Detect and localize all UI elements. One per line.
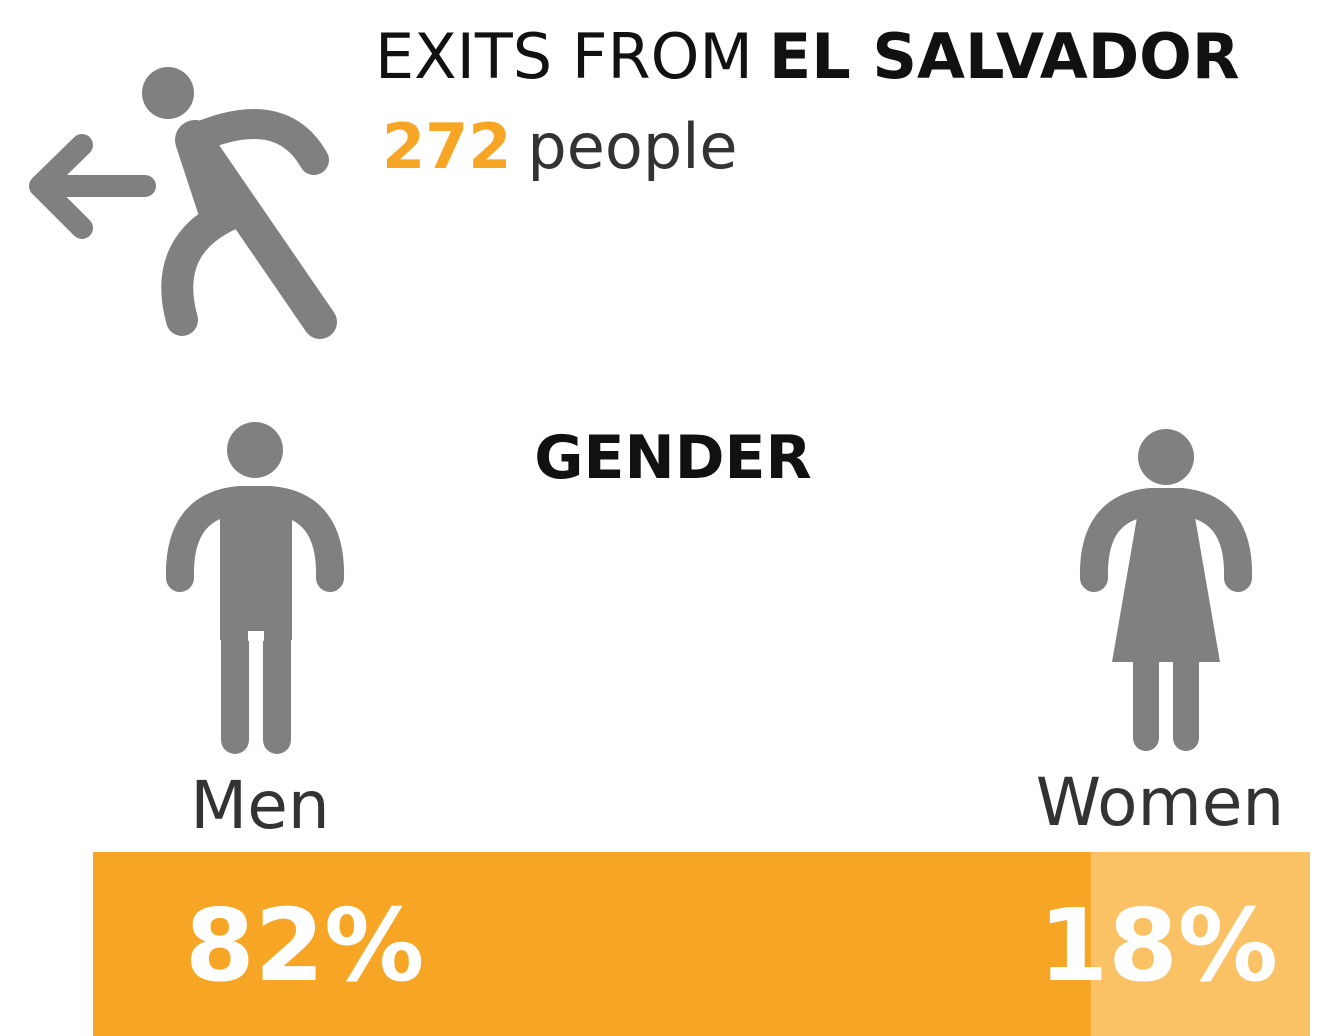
category-label: Women [1036,764,1285,841]
bars: 82% 18% [93,852,1310,1036]
bar-segment [93,852,1091,1036]
exit-icon [29,67,337,339]
title-prefix: EXITS FROM [375,20,753,93]
total-line: 272 people [382,110,738,183]
subtitle: GENDER [534,423,811,493]
bar-segment [1090,852,1310,1036]
title: EXITS FROM EL SALVADOR [375,20,1240,93]
title-emphasis: EL SALVADOR [769,20,1240,93]
category-label: Men [190,767,329,844]
value-label: 82% [185,887,424,1004]
man-icon [165,422,345,754]
total-unit: people [527,110,737,183]
total: 272 [382,110,511,183]
woman-icon [1079,429,1253,751]
value-label: 18% [1039,887,1278,1004]
